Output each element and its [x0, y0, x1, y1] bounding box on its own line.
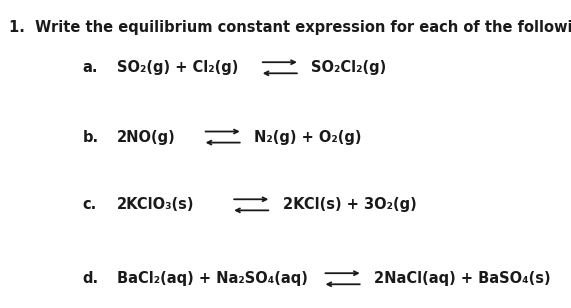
- Text: c.: c.: [83, 197, 97, 212]
- Text: 2NaCl(aq) + BaSO₄(s): 2NaCl(aq) + BaSO₄(s): [374, 271, 550, 286]
- Text: N₂(g) + O₂(g): N₂(g) + O₂(g): [254, 130, 361, 144]
- Text: 2KCl(s) + 3O₂(g): 2KCl(s) + 3O₂(g): [283, 197, 416, 212]
- Text: 1.  Write the equilibrium constant expression for each of the following reaction: 1. Write the equilibrium constant expres…: [9, 20, 571, 35]
- Text: b.: b.: [83, 130, 99, 144]
- Text: BaCl₂(aq) + Na₂SO₄(aq): BaCl₂(aq) + Na₂SO₄(aq): [117, 271, 308, 286]
- Text: d.: d.: [83, 271, 99, 286]
- Text: 2NO(g): 2NO(g): [117, 130, 176, 144]
- Text: a.: a.: [83, 60, 98, 75]
- Text: SO₂Cl₂(g): SO₂Cl₂(g): [311, 60, 387, 75]
- Text: SO₂(g) + Cl₂(g): SO₂(g) + Cl₂(g): [117, 60, 239, 75]
- Text: 2KClO₃(s): 2KClO₃(s): [117, 197, 195, 212]
